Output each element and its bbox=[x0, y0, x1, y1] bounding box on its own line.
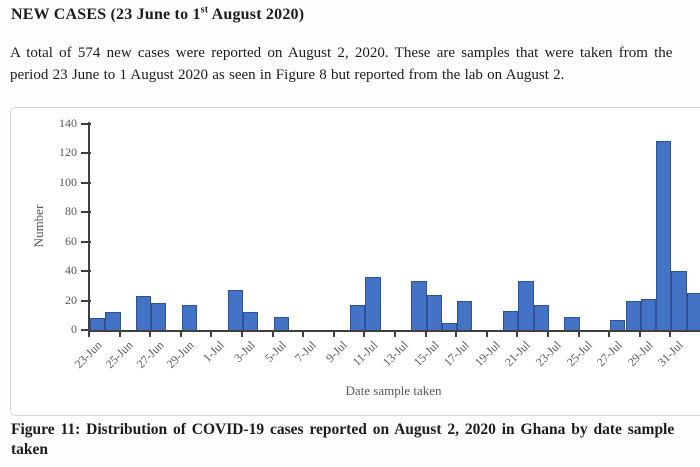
y-tick-label: 0 bbox=[71, 322, 77, 336]
bar bbox=[227, 290, 243, 330]
x-tick-label: 11-Jul bbox=[349, 338, 381, 369]
y-tick-label: 120 bbox=[59, 145, 77, 159]
bar bbox=[533, 304, 549, 330]
bar bbox=[151, 303, 167, 330]
x-axis-tick bbox=[210, 330, 213, 337]
y-tick-label: 60 bbox=[65, 233, 77, 248]
y-axis-tick bbox=[81, 270, 91, 272]
bar bbox=[105, 312, 121, 330]
bar bbox=[610, 319, 626, 330]
x-tick-label: 27-Jun bbox=[133, 338, 167, 372]
bar bbox=[90, 318, 106, 330]
x-axis-tick bbox=[149, 330, 152, 337]
bar bbox=[243, 312, 259, 330]
bar bbox=[503, 310, 519, 330]
heading-text-post: August 2020) bbox=[208, 6, 305, 23]
y-tick-label: 80 bbox=[65, 204, 77, 218]
x-axis-tick bbox=[455, 330, 458, 337]
x-tick-label: 17-Jul bbox=[440, 338, 473, 370]
bar bbox=[350, 304, 366, 330]
y-axis-title: Number bbox=[31, 204, 46, 248]
x-tick-label: 1-Jul bbox=[200, 338, 228, 365]
x-axis-tick bbox=[241, 330, 243, 337]
bar bbox=[656, 141, 672, 330]
y-tick-label: 140 bbox=[59, 115, 77, 130]
x-axis-title: Date sample taken bbox=[345, 383, 442, 398]
x-tick-label: 7-Jul bbox=[292, 338, 320, 365]
bar bbox=[564, 316, 580, 330]
bar bbox=[365, 276, 381, 330]
section-heading: NEW CASES (23 June to 1st August 2020) bbox=[11, 4, 305, 24]
y-axis-tick bbox=[81, 299, 91, 302]
x-tick-label: 13-Jul bbox=[379, 338, 411, 370]
x-tick-label: 29-Jun bbox=[163, 338, 197, 372]
body-paragraph: A total of 574 new cases were reported o… bbox=[10, 42, 700, 86]
y-axis-tick bbox=[81, 152, 91, 154]
bar bbox=[135, 296, 152, 330]
x-axis-tick bbox=[608, 330, 611, 337]
x-tick-label: 25-Jun bbox=[102, 338, 136, 372]
y-axis-tick bbox=[81, 211, 91, 213]
body-text-line1: A total of 574 new cases were reported o… bbox=[10, 45, 673, 61]
x-axis-tick bbox=[88, 330, 90, 337]
body-text-line2: period 23 June to 1 August 2020 as seen … bbox=[10, 67, 565, 83]
heading-text-pre: NEW CASES (23 June to 1 bbox=[11, 6, 201, 23]
x-axis-tick bbox=[547, 330, 549, 337]
x-tick-label: 9-Jul bbox=[322, 338, 350, 365]
bar bbox=[181, 304, 198, 330]
x-axis-tick bbox=[424, 330, 427, 337]
x-tick-label: 19-Jul bbox=[471, 338, 503, 370]
x-axis-tick bbox=[394, 330, 396, 337]
y-tick-label: 20 bbox=[65, 292, 77, 307]
y-axis-tick bbox=[81, 240, 91, 243]
x-tick-label: 25-Jul bbox=[563, 338, 595, 370]
bar bbox=[686, 293, 700, 330]
bar bbox=[457, 300, 473, 330]
x-tick-label: 23-Jun bbox=[71, 338, 105, 372]
y-axis-tick bbox=[81, 329, 91, 331]
x-axis-tick bbox=[271, 330, 274, 337]
x-axis-tick bbox=[516, 330, 519, 337]
y-axis-tick bbox=[81, 181, 91, 184]
x-tick-label: 31-Jul bbox=[655, 338, 687, 370]
x-tick-label: 21-Jul bbox=[502, 338, 534, 370]
figure-caption-line2: taken bbox=[11, 441, 49, 458]
bar bbox=[625, 300, 641, 330]
y-tick-label: 40 bbox=[65, 263, 77, 277]
figure-caption-line1: Figure 11: Distribution of COVID-19 case… bbox=[11, 421, 675, 438]
bar bbox=[273, 316, 289, 330]
x-tick-label: 15-Jul bbox=[410, 338, 442, 370]
figure-11-chart: 0 20 40 60 80 100 120 140 23-Jun 25-Jun 27-Jun 29-J… bbox=[10, 107, 700, 416]
x-axis-tick bbox=[669, 330, 672, 337]
x-tick-label: 23-Jul bbox=[532, 338, 564, 370]
figure-caption: Figure 11: Distribution of COVID-19 case… bbox=[11, 420, 700, 460]
x-axis-tick bbox=[577, 330, 580, 337]
y-axis-line bbox=[88, 122, 90, 332]
x-axis-tick bbox=[485, 330, 488, 337]
x-axis-tick bbox=[363, 330, 366, 337]
x-axis-tick bbox=[638, 330, 641, 337]
y-tick-label: 100 bbox=[59, 174, 77, 189]
bar bbox=[426, 294, 442, 330]
x-axis-tick bbox=[118, 330, 121, 337]
x-tick-label: 29-Jul bbox=[624, 338, 656, 370]
x-axis-tick bbox=[332, 330, 335, 337]
heading-superscript: st bbox=[200, 4, 209, 16]
bar bbox=[640, 299, 657, 330]
bar bbox=[671, 271, 687, 330]
bar bbox=[441, 322, 458, 330]
bar bbox=[411, 281, 427, 330]
x-axis-tick bbox=[179, 330, 182, 337]
bar bbox=[518, 281, 534, 330]
y-axis-tick bbox=[81, 122, 91, 125]
x-tick-label: 5-Jul bbox=[261, 338, 289, 365]
x-tick-label: 27-Jul bbox=[593, 338, 626, 370]
x-axis-tick bbox=[302, 330, 305, 337]
x-tick-label: 3-Jul bbox=[231, 338, 258, 365]
